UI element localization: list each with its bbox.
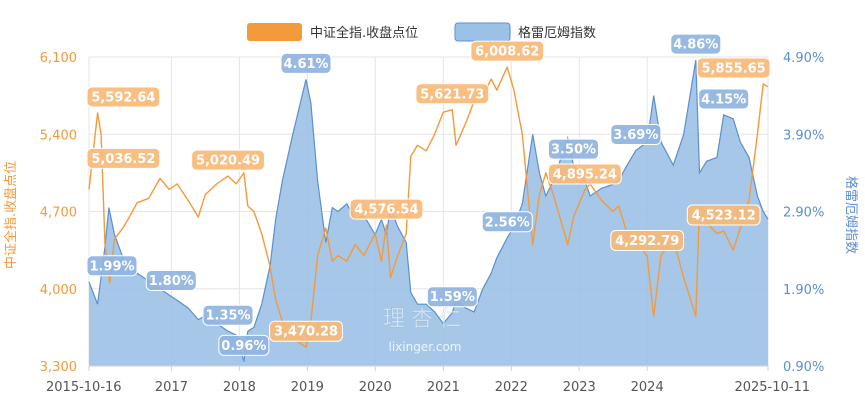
y-left-tick-label: 4,700	[40, 206, 77, 221]
legend-item-graham-index[interactable]: 格雷厄姆指数	[454, 22, 596, 42]
svg-text:4.86%: 4.86%	[673, 38, 718, 53]
svg-text:4,576.54: 4,576.54	[354, 203, 418, 218]
graham-index-data-label: 4.86%	[670, 33, 722, 55]
y-right-axis-title: 格雷厄姆指数	[843, 176, 859, 254]
legend-label-graham-index: 格雷厄姆指数	[518, 25, 596, 41]
csi-close-data-label: 5,621.73	[415, 83, 490, 105]
x-tick-label: 2018	[223, 380, 256, 395]
x-tick-label: 2023	[563, 380, 596, 395]
graham-index-data-label: 1.80%	[145, 269, 197, 291]
csi-all-share-close-line	[88, 66, 769, 348]
svg-text:4,292.79: 4,292.79	[615, 234, 679, 249]
graham-index-data-label: 3.69%	[610, 123, 662, 145]
csi-close-data-label: 5,020.49	[191, 149, 265, 171]
svg-text:1.80%: 1.80%	[149, 274, 194, 289]
svg-text:4,895.24: 4,895.24	[553, 167, 617, 182]
legend-swatch-blue	[454, 22, 511, 42]
x-tick-label: 2020	[359, 380, 392, 395]
svg-text:3.50%: 3.50%	[551, 143, 596, 158]
csi-close-data-label: 6,008.62	[470, 40, 545, 62]
graham-index-area-fill	[89, 60, 768, 366]
x-tick-label: 2024	[631, 380, 664, 395]
legend-item-csi-close[interactable]: 中证全指.收盘点位	[247, 23, 418, 41]
csi-close-data-label: 4,292.79	[610, 229, 685, 251]
x-tick-label: 2019	[291, 380, 324, 395]
csi-close-data-label: 5,036.52	[86, 147, 161, 169]
watermark-logo: 理杏仁	[383, 307, 467, 332]
y-right-tick-label: 4.90%	[783, 51, 824, 66]
csi-close-data-label: 5,592.64	[86, 86, 161, 108]
svg-text:1.99%: 1.99%	[89, 259, 134, 274]
x-tick-label: 2022	[495, 380, 528, 395]
csi-close-data-label: 5,855.65	[696, 57, 771, 79]
svg-text:1.59%: 1.59%	[430, 290, 475, 305]
svg-text:5,020.49: 5,020.49	[196, 154, 260, 169]
legend-label-csi-close: 中证全指.收盘点位	[310, 25, 418, 41]
y-left-axis-ticks: 6,100 5,400 4,700 4,000 3,300	[40, 51, 77, 375]
svg-text:5,855.65: 5,855.65	[702, 61, 766, 76]
y-right-tick-label: 2.90%	[783, 206, 824, 221]
graham-index-data-label: 3.50%	[547, 138, 599, 160]
graham-index-data-label: 1.35%	[202, 304, 254, 326]
graham-index-data-label: 1.99%	[86, 255, 138, 277]
watermark: 理杏仁 lixinger.com	[383, 307, 467, 354]
svg-text:4,523.12: 4,523.12	[692, 209, 756, 224]
data-labels: 1.99% 1.80% 1.35% 0.96% 4.61% 1.59% 2.56% 3.50%…	[86, 33, 771, 356]
y-left-tick-label: 3,300	[40, 360, 77, 375]
axis-titles: 中证全指.收盘点位 格雷厄姆指数	[3, 161, 859, 269]
csi-close-data-label: 4,576.54	[349, 198, 424, 220]
x-axis-ticks: 2015-10-16 2017 2018 2019 2020 2021 2022 2023 20…	[46, 366, 810, 395]
x-tick-label: 2025-10-11	[734, 380, 810, 395]
csi-close-data-label: 3,470.28	[269, 320, 343, 342]
svg-text:2.56%: 2.56%	[485, 215, 530, 230]
svg-text:3,470.28: 3,470.28	[274, 325, 338, 340]
y-left-axis-title: 中证全指.收盘点位	[3, 161, 19, 269]
y-left-tick-label: 4,000	[40, 283, 77, 298]
csi-close-data-label: 4,523.12	[686, 204, 761, 226]
svg-text:4.15%: 4.15%	[701, 92, 746, 107]
csi-close-line-path	[88, 66, 769, 348]
svg-text:5,036.52: 5,036.52	[91, 152, 155, 167]
x-tick-label: 2015-10-16	[46, 380, 122, 395]
svg-text:5,621.73: 5,621.73	[420, 87, 484, 102]
graham-index-data-label: 2.56%	[481, 211, 533, 233]
svg-text:4.61%: 4.61%	[283, 57, 328, 72]
legend-swatch-orange	[247, 23, 302, 41]
x-tick-label: 2017	[155, 380, 188, 395]
watermark-url: lixinger.com	[389, 340, 462, 354]
graham-index-data-label: 1.59%	[426, 286, 478, 308]
svg-text:0.96%: 0.96%	[221, 339, 266, 354]
svg-text:6,008.62: 6,008.62	[475, 45, 539, 60]
svg-text:1.35%: 1.35%	[205, 309, 250, 324]
csi-close-data-label: 4,895.24	[547, 163, 622, 185]
y-right-tick-label: 1.90%	[783, 283, 824, 298]
graham-index-data-label: 0.96%	[218, 334, 270, 356]
svg-text:5,592.64: 5,592.64	[91, 90, 155, 105]
graham-index-data-label: 4.15%	[698, 88, 750, 110]
legend[interactable]: 中证全指.收盘点位 格雷厄姆指数	[247, 22, 596, 42]
y-left-tick-label: 5,400	[40, 128, 77, 143]
y-right-axis-ticks: 4.90% 3.90% 2.90% 1.90% 0.90%	[783, 51, 824, 375]
y-right-tick-label: 0.90%	[783, 360, 824, 375]
y-right-tick-label: 3.90%	[783, 128, 824, 143]
graham-index-data-label: 4.61%	[280, 52, 332, 74]
y-left-tick-label: 6,100	[40, 51, 77, 66]
svg-text:3.69%: 3.69%	[613, 128, 658, 143]
x-tick-label: 2021	[427, 380, 460, 395]
